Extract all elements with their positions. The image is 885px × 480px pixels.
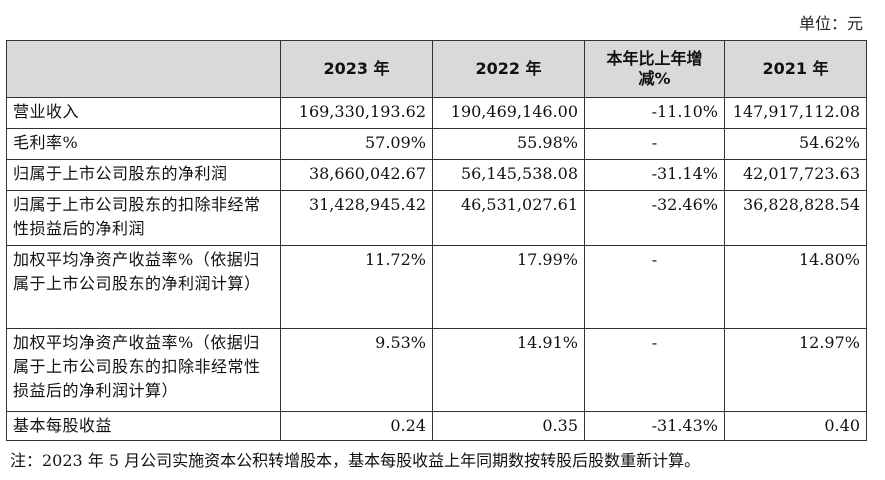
value-2022: 14.91% — [432, 328, 585, 412]
value-change: -11.10% — [584, 97, 725, 129]
value-2021: 12.97% — [724, 328, 867, 412]
unit-label: 单位：元 — [798, 14, 863, 33]
table-row: 加权平均净资产收益率%（依据归属于上市公司股东的扣除非经常性损益后的净利润计算）… — [6, 328, 867, 412]
value-2023: 9.53% — [280, 328, 433, 412]
table-row: 营业收入 169,330,193.62 190,469,146.00 -11.1… — [6, 97, 867, 129]
financial-data-table: 2023 年 2022 年 本年比上年增减% 2021 年 营业收入 169,3… — [6, 40, 867, 441]
value-2021: 42,017,723.63 — [724, 159, 867, 191]
value-2023: 57.09% — [280, 128, 433, 160]
header-2023: 2023 年 — [280, 40, 433, 98]
value-2022: 56,145,538.08 — [432, 159, 585, 191]
value-2021: 36,828,828.54 — [724, 190, 867, 246]
table-row: 归属于上市公司股东的净利润 38,660,042.67 56,145,538.0… — [6, 159, 867, 191]
value-2021: 14.80% — [724, 245, 867, 329]
footnote: 注：2023 年 5 月公司实施资本公积转增股本，基本每股收益上年同期数按转股后… — [10, 451, 701, 470]
table-row: 基本每股收益 0.24 0.35 -31.43% 0.40 — [6, 411, 867, 441]
row-label: 加权平均净资产收益率%（依据归属于上市公司股东的净利润计算） — [6, 245, 281, 329]
header-2021: 2021 年 — [724, 40, 867, 98]
value-2023: 11.72% — [280, 245, 433, 329]
value-change: -31.43% — [584, 411, 725, 441]
value-change: - — [584, 245, 725, 329]
table-row: 毛利率% 57.09% 55.98% - 54.62% — [6, 128, 867, 160]
header-change: 本年比上年增减% — [584, 40, 725, 98]
row-label: 基本每股收益 — [6, 411, 281, 441]
value-2021: 147,917,112.08 — [724, 97, 867, 129]
value-2023: 31,428,945.42 — [280, 190, 433, 246]
value-change: -32.46% — [584, 190, 725, 246]
value-2023: 0.24 — [280, 411, 433, 441]
value-2023: 38,660,042.67 — [280, 159, 433, 191]
header-2022: 2022 年 — [432, 40, 585, 98]
value-2022: 190,469,146.00 — [432, 97, 585, 129]
value-change: -31.14% — [584, 159, 725, 191]
value-2021: 0.40 — [724, 411, 867, 441]
value-change: - — [584, 328, 725, 412]
value-2021: 54.62% — [724, 128, 867, 160]
value-2022: 55.98% — [432, 128, 585, 160]
value-change: - — [584, 128, 725, 160]
value-2022: 46,531,027.61 — [432, 190, 585, 246]
row-label: 营业收入 — [6, 97, 281, 129]
row-label: 加权平均净资产收益率%（依据归属于上市公司股东的扣除非经常性损益后的净利润计算） — [6, 328, 281, 412]
value-2023: 169,330,193.62 — [280, 97, 433, 129]
row-label: 归属于上市公司股东的扣除非经常性损益后的净利润 — [6, 190, 281, 246]
table-row: 加权平均净资产收益率%（依据归属于上市公司股东的净利润计算） 11.72% 17… — [6, 245, 867, 329]
value-2022: 0.35 — [432, 411, 585, 441]
row-label: 归属于上市公司股东的净利润 — [6, 159, 281, 191]
row-label: 毛利率% — [6, 128, 281, 160]
header-empty — [6, 40, 281, 98]
table-row: 归属于上市公司股东的扣除非经常性损益后的净利润 31,428,945.42 46… — [6, 190, 867, 246]
table-header-row: 2023 年 2022 年 本年比上年增减% 2021 年 — [6, 40, 867, 98]
value-2022: 17.99% — [432, 245, 585, 329]
